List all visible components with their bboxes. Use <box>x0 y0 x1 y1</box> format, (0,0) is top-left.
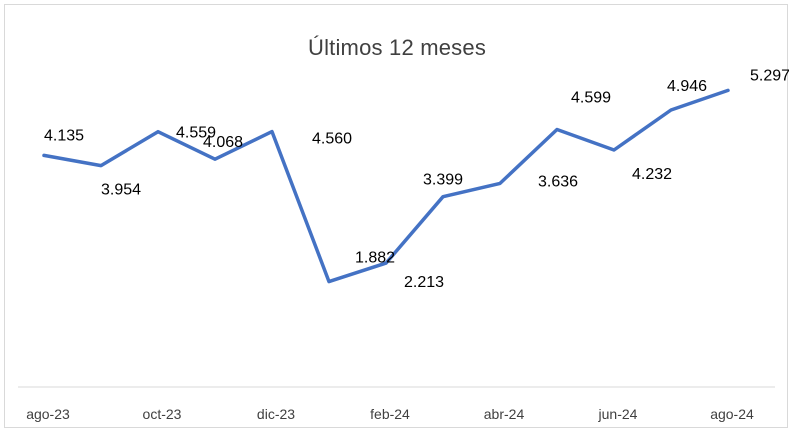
series-line-group <box>42 88 730 284</box>
x-tick-label: jun-24 <box>598 406 638 422</box>
data-label: 3.954 <box>101 182 141 199</box>
data-label: 4.599 <box>571 89 611 106</box>
x-tick-label: oct-23 <box>143 406 182 422</box>
data-label: 4.946 <box>667 78 707 95</box>
data-label: 4.232 <box>632 166 672 183</box>
x-tick-label: abr-24 <box>484 406 525 422</box>
data-label: 2.213 <box>404 274 444 291</box>
data-label: 1.882 <box>355 250 395 267</box>
x-tick-label: feb-24 <box>370 406 410 422</box>
x-tick-labels: ago-23 oct-23 dic-23 feb-24 abr-24 jun-24 ago-… <box>26 406 754 422</box>
chart-frame: Últimos 12 meses 4.135 3.954 4.559 4.068 4.5… <box>4 4 789 428</box>
data-label: 4.560 <box>312 131 352 148</box>
x-tick-label: ago-23 <box>26 406 70 422</box>
data-label: 4.135 <box>44 127 84 144</box>
x-tick-label: ago-24 <box>710 406 754 422</box>
chart-title: Últimos 12 meses <box>307 35 487 60</box>
x-tick-label: dic-23 <box>257 406 295 422</box>
data-label: 4.068 <box>203 134 243 151</box>
data-label: 5.297 <box>750 67 789 84</box>
data-label: 4.559 <box>176 125 216 142</box>
data-label: 3.399 <box>423 172 463 189</box>
data-label: 3.636 <box>538 173 578 190</box>
